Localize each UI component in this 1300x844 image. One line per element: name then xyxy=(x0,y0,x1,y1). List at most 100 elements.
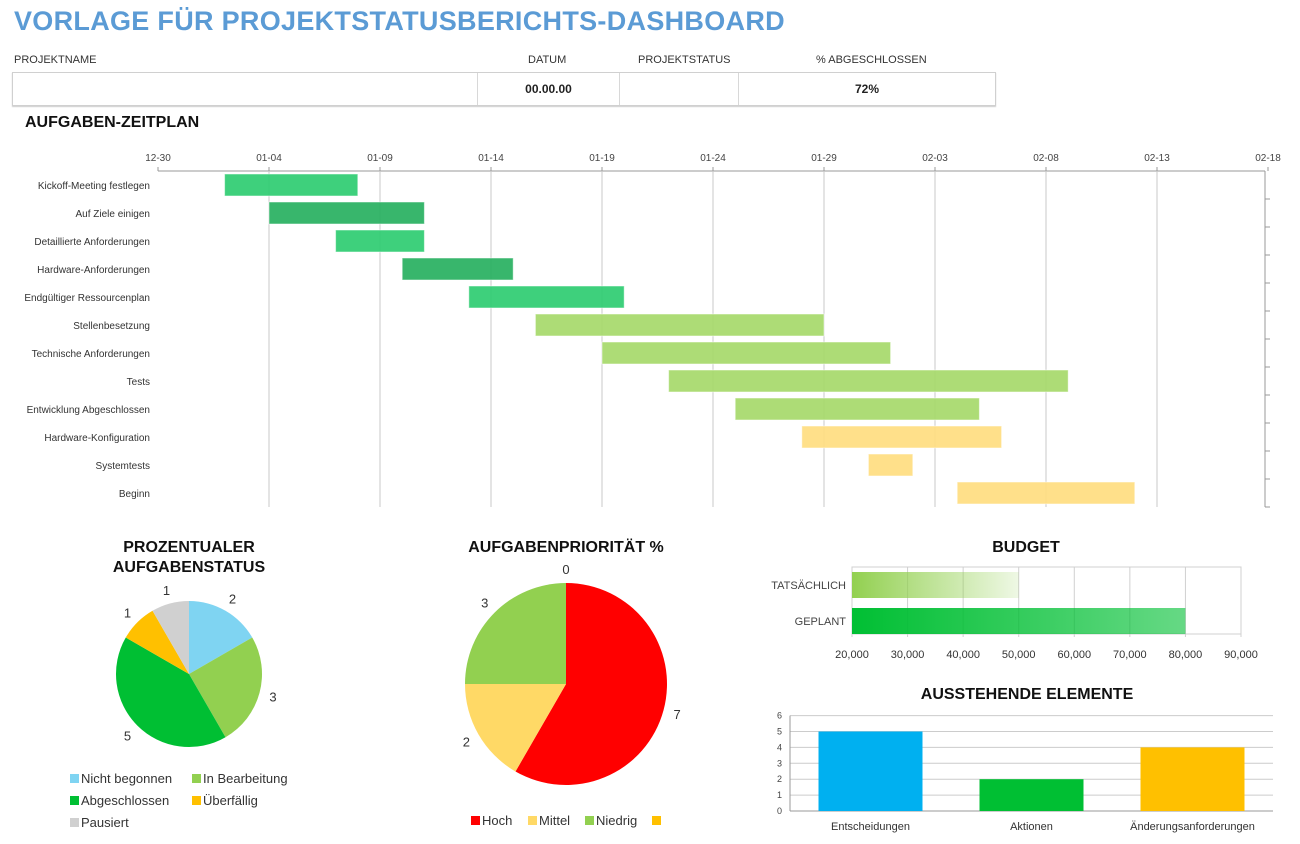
project-info-row: 00.00.00 72% xyxy=(12,72,996,106)
legend-swatch xyxy=(192,774,201,783)
budget-tick-label: 60,000 xyxy=(1057,649,1091,661)
pie-data-label: 1 xyxy=(163,583,170,598)
legend-swatch xyxy=(192,796,201,805)
outstanding-tick-label: 5 xyxy=(777,727,782,737)
budget-tick-label: 90,000 xyxy=(1224,649,1258,661)
gantt-tick-label: 01-29 xyxy=(811,153,837,164)
budget-tick-label: 30,000 xyxy=(891,649,925,661)
outstanding-tick-label: 3 xyxy=(777,758,782,768)
pie-data-label: 0 xyxy=(562,562,569,577)
gantt-tick-label: 01-19 xyxy=(589,153,615,164)
budget-tick-label: 20,000 xyxy=(835,649,869,661)
gantt-bar xyxy=(601,341,892,365)
gantt-task-label: Detaillierte Anforderungen xyxy=(34,237,150,248)
legend-label: Hoch xyxy=(482,813,512,828)
outstanding-tick-label: 0 xyxy=(777,806,782,816)
pie-slice xyxy=(125,610,189,674)
budget-tick-label: 50,000 xyxy=(1002,649,1036,661)
project-status-field[interactable] xyxy=(620,73,739,105)
date-field[interactable]: 00.00.00 xyxy=(478,73,620,105)
legend-label: Pausiert xyxy=(81,815,129,830)
gantt-bar xyxy=(534,313,825,337)
legend-label: Überfällig xyxy=(203,793,258,808)
gantt-bar xyxy=(224,173,359,197)
gantt-task-label: Stellenbesetzung xyxy=(73,321,150,332)
gantt-tick-label: 02-13 xyxy=(1144,153,1170,164)
pie-title: AUFGABENSTATUS xyxy=(113,559,266,576)
gantt-bar xyxy=(956,481,1136,505)
pie-data-label: 3 xyxy=(269,690,276,705)
gantt-tick-label: 02-18 xyxy=(1255,153,1281,164)
legend-label: Niedrig xyxy=(596,813,637,828)
gantt-tick-label: 01-09 xyxy=(367,153,393,164)
legend-swatch xyxy=(652,816,661,825)
gantt-tick-label: 01-14 xyxy=(478,153,504,164)
gantt-bar xyxy=(801,425,1003,449)
outstanding-tick-label: 2 xyxy=(777,774,782,784)
gantt-section-title: AUFGABEN-ZEITPLAN xyxy=(25,114,200,131)
budget-tick-label: 70,000 xyxy=(1113,649,1147,661)
pie-title: AUFGABENPRIORITÄT % xyxy=(468,538,664,556)
pie-slice xyxy=(515,583,668,786)
project-name-field[interactable] xyxy=(13,73,478,105)
gantt-bar xyxy=(468,285,625,309)
pie-slice xyxy=(152,601,189,674)
gantt-bar xyxy=(335,229,425,253)
legend-label: Mittel xyxy=(539,813,570,828)
gantt-task-label: Hardware-Anforderungen xyxy=(37,265,150,276)
outstanding-category-label: Entscheidungen xyxy=(831,821,910,833)
pie-slice xyxy=(189,637,262,738)
budget-bar xyxy=(852,572,1019,598)
gantt-task-label: Kickoff-Meeting festlegen xyxy=(38,181,150,192)
pie-title: PROZENTUALER xyxy=(123,539,255,556)
gantt-tick-label: 02-03 xyxy=(922,153,948,164)
budget-category-label: GEPLANT xyxy=(795,616,847,628)
legend-swatch xyxy=(70,774,79,783)
outstanding-tick-label: 6 xyxy=(777,711,782,721)
gantt-tick-label: 01-24 xyxy=(700,153,726,164)
gantt-bar xyxy=(401,257,514,281)
budget-tick-label: 80,000 xyxy=(1169,649,1203,661)
gantt-bar xyxy=(668,369,1069,393)
pie-data-label: 3 xyxy=(481,596,488,611)
legend-swatch xyxy=(70,818,79,827)
gantt-bar xyxy=(734,397,980,421)
budget-tick-label: 40,000 xyxy=(946,649,980,661)
legend-swatch xyxy=(471,816,480,825)
outstanding-title: AUSSTEHENDE ELEMENTE xyxy=(921,686,1134,703)
pie-slice xyxy=(116,637,226,747)
pie-slice xyxy=(465,684,566,772)
pie-data-label: 5 xyxy=(124,729,131,744)
outstanding-bar xyxy=(1140,747,1245,811)
gantt-task-label: Technische Anforderungen xyxy=(32,349,150,360)
legend-swatch xyxy=(585,816,594,825)
budget-title: BUDGET xyxy=(992,539,1060,556)
outstanding-category-label: Änderungsanforderungen xyxy=(1130,821,1255,833)
project-name-header: PROJEKTNAME xyxy=(14,54,97,66)
gantt-task-label: Tests xyxy=(127,377,150,388)
gantt-bar xyxy=(867,453,914,477)
gantt-tick-label: 12-30 xyxy=(145,153,171,164)
project-status-header: PROJEKTSTATUS xyxy=(638,54,731,66)
pie-data-label: 2 xyxy=(463,735,470,750)
gantt-task-label: Entwicklung Abgeschlossen xyxy=(27,405,150,416)
outstanding-bar xyxy=(818,731,923,811)
outstanding-tick-label: 4 xyxy=(777,742,782,752)
pie-data-label: 7 xyxy=(673,707,680,722)
gantt-tick-label: 01-04 xyxy=(256,153,282,164)
gantt-task-label: Hardware-Konfiguration xyxy=(44,433,150,444)
legend-label: Nicht begonnen xyxy=(81,771,172,786)
outstanding-category-label: Aktionen xyxy=(1010,821,1053,833)
legend-swatch xyxy=(528,816,537,825)
gantt-task-label: Beginn xyxy=(119,489,150,500)
pie-data-label: 2 xyxy=(229,592,236,607)
outstanding-bar xyxy=(979,779,1084,811)
budget-category-label: TATSÄCHLICH xyxy=(771,580,846,592)
outstanding-tick-label: 1 xyxy=(777,790,782,800)
page-title: VORLAGE FÜR PROJEKTSTATUSBERICHTS-DASHBO… xyxy=(14,6,785,36)
legend-label: Abgeschlossen xyxy=(81,793,169,808)
gantt-tick-label: 02-08 xyxy=(1033,153,1059,164)
percent-complete-field[interactable]: 72% xyxy=(854,82,880,96)
pie-data-label: 1 xyxy=(124,605,131,620)
